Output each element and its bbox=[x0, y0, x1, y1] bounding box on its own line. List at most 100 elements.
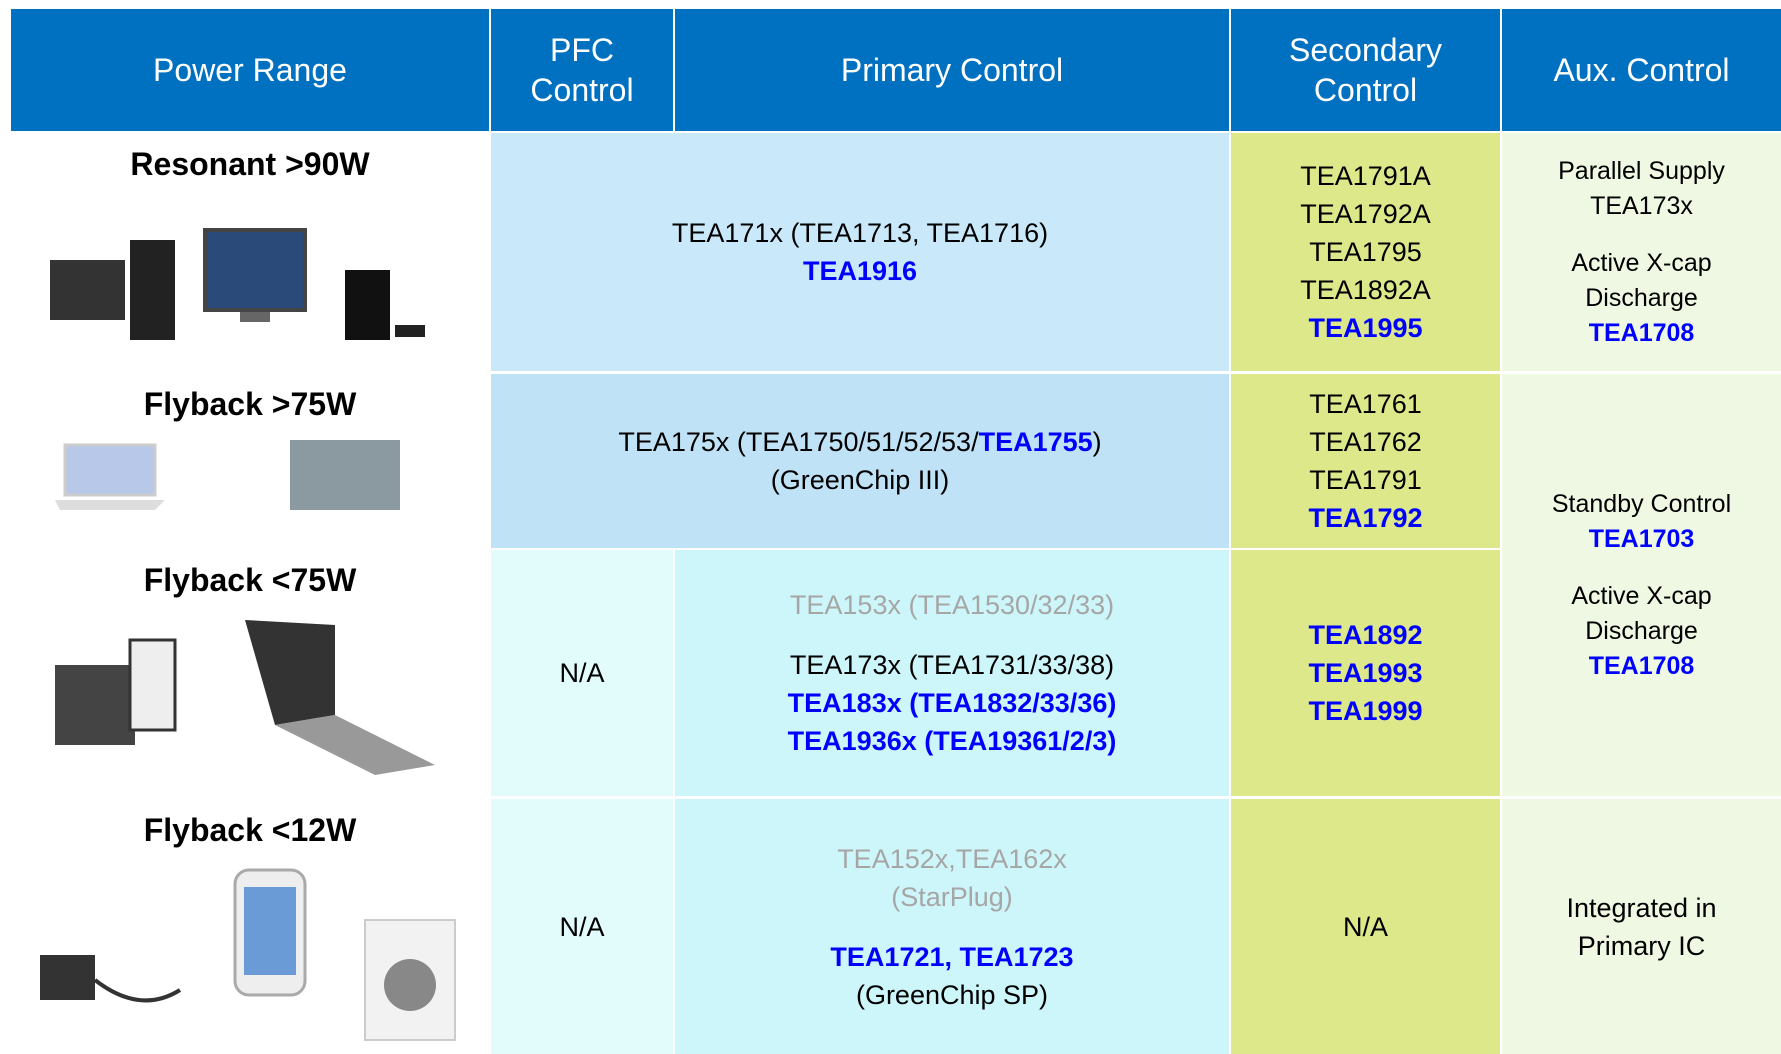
text: ) bbox=[1092, 427, 1102, 457]
text-group: TEA152x,TEA162x (StarPlug) bbox=[837, 840, 1067, 916]
text-line: TEA173x (TEA1731/33/38) bbox=[788, 646, 1117, 684]
text-group: TEA173x (TEA1731/33/38) TEA183x (TEA1832/… bbox=[788, 646, 1117, 760]
text-line: TEA1936x (TEA19361/2/3) bbox=[788, 722, 1117, 760]
text-line: TEA1791A bbox=[1300, 157, 1431, 195]
text: TEA1703 bbox=[1588, 524, 1695, 553]
text: N/A bbox=[559, 911, 605, 942]
text-line: N/A bbox=[559, 654, 604, 692]
text: Active X-cap bbox=[1571, 581, 1712, 610]
text: TEA1916 bbox=[802, 256, 918, 286]
row-label: Resonant >90W bbox=[130, 146, 370, 182]
text-group: Parallel Supply TEA173x bbox=[1558, 154, 1725, 224]
text: N/A bbox=[1342, 911, 1388, 942]
primary-cell: TEA153x (TEA1530/32/33) TEA173x (TEA1731/… bbox=[675, 550, 1229, 796]
pfc-cell: N/A bbox=[491, 799, 673, 1054]
pfc-cell: N/A bbox=[491, 550, 673, 796]
text-line: TEA1999 bbox=[1308, 692, 1422, 730]
text-group: TEA171x (TEA1713, TEA1716) TEA1916 bbox=[672, 214, 1048, 290]
text-group: TEA1721, TEA1723 (GreenChip SP) bbox=[830, 938, 1073, 1014]
text: Discharge bbox=[1585, 283, 1698, 312]
text: TEA173x (TEA1731/33/38) bbox=[789, 650, 1115, 680]
text: Standby Control bbox=[1551, 489, 1732, 518]
text: N/A bbox=[559, 658, 605, 688]
text: TEA1791 bbox=[1309, 465, 1422, 495]
text-line: TEA171x (TEA1713, TEA1716) bbox=[672, 214, 1048, 252]
aux-cell: Integrated in Primary IC bbox=[1502, 799, 1781, 1054]
text: (GreenChip SP) bbox=[855, 979, 1049, 1010]
text-line: Discharge bbox=[1571, 281, 1711, 316]
text: TEA1791A bbox=[1300, 161, 1431, 191]
text-line: TEA1795 bbox=[1300, 233, 1431, 271]
text-line: TEA1916 bbox=[672, 252, 1048, 290]
text: TEA175x (TEA1750/51/52/53/ bbox=[618, 427, 979, 457]
text-group: Active X-cap Discharge TEA1708 bbox=[1571, 246, 1711, 351]
secondary-cell: N/A bbox=[1231, 799, 1500, 1054]
text-line: TEA1708 bbox=[1571, 649, 1711, 684]
text-line: Discharge bbox=[1571, 614, 1711, 649]
text-line: Standby Control bbox=[1552, 487, 1731, 522]
text: TEA1993 bbox=[1308, 658, 1423, 688]
device-images bbox=[55, 440, 400, 510]
text-line: Primary IC bbox=[1566, 927, 1716, 965]
device-images bbox=[50, 228, 425, 340]
text-group: TEA1791A TEA1792A TEA1795 TEA1892A TEA1995 bbox=[1300, 157, 1431, 347]
text: TEA1755 bbox=[978, 427, 1093, 457]
aux-cell: Parallel Supply TEA173x Active X-cap Discha… bbox=[1502, 133, 1781, 371]
text: (StarPlug) bbox=[891, 881, 1013, 912]
text: TEA1792 bbox=[1308, 503, 1423, 533]
text-line: TEA1721, TEA1723 bbox=[830, 938, 1073, 976]
secondary-cell: TEA1791A TEA1792A TEA1795 TEA1892A TEA1995 bbox=[1231, 133, 1500, 371]
device-images bbox=[40, 868, 456, 1041]
row-label: Flyback <12W bbox=[143, 812, 357, 848]
text-group: Integrated in Primary IC bbox=[1566, 889, 1716, 965]
header-cell: Secondary Control bbox=[1231, 9, 1500, 131]
text: TEA1708 bbox=[1588, 318, 1695, 347]
text-group: N/A bbox=[559, 908, 604, 946]
text-line: (GreenChip III) bbox=[618, 461, 1101, 499]
text-line: TEA153x (TEA1530/32/33) bbox=[790, 586, 1114, 624]
text: TEA1892A bbox=[1300, 275, 1431, 305]
header-cell: PFC Control bbox=[491, 9, 673, 131]
text: TEA1761 bbox=[1309, 389, 1422, 419]
text: TEA1892 bbox=[1308, 620, 1423, 650]
text-line: (StarPlug) bbox=[837, 878, 1067, 916]
text: TEA1936x (TEA19361/2/3) bbox=[787, 726, 1117, 756]
text: TEA1708 bbox=[1588, 651, 1695, 680]
text: TEA153x (TEA1530/32/33) bbox=[789, 590, 1115, 620]
text-line: N/A bbox=[1343, 908, 1388, 946]
text-line: TEA183x (TEA1832/33/36) bbox=[788, 684, 1117, 722]
text-line: TEA1993 bbox=[1308, 654, 1422, 692]
text-group: N/A bbox=[559, 654, 604, 692]
text-line: TEA152x,TEA162x bbox=[837, 840, 1067, 878]
primary-cell: TEA175x (TEA1750/51/52/53/TEA1755) (Green… bbox=[491, 374, 1229, 548]
text: TEA1999 bbox=[1308, 696, 1423, 726]
text-line: Active X-cap bbox=[1571, 579, 1711, 614]
text: TEA1795 bbox=[1309, 237, 1422, 267]
row-label: Flyback <75W bbox=[143, 562, 357, 598]
aux-cell: Standby Control TEA1703 Active X-cap Discha… bbox=[1502, 374, 1781, 796]
text: Discharge bbox=[1585, 616, 1698, 645]
text: Integrated in bbox=[1566, 892, 1717, 923]
text: Active X-cap bbox=[1571, 248, 1712, 277]
text: Parallel Supply bbox=[1558, 156, 1725, 185]
text-line: TEA173x bbox=[1558, 189, 1725, 224]
text-group: N/A bbox=[1343, 908, 1388, 946]
text-group: TEA1892 TEA1993 TEA1999 bbox=[1308, 616, 1422, 730]
text-line: TEA1995 bbox=[1300, 309, 1431, 347]
header-cell: Aux. Control bbox=[1502, 9, 1781, 131]
text-group: TEA175x (TEA1750/51/52/53/TEA1755) (Green… bbox=[618, 423, 1101, 499]
text: Primary IC bbox=[1577, 930, 1706, 961]
text-group: TEA1761 TEA1762 TEA1791 TEA1792 bbox=[1308, 385, 1422, 537]
text: (GreenChip III) bbox=[770, 465, 950, 495]
text-line: Integrated in bbox=[1566, 889, 1716, 927]
text-line: Parallel Supply bbox=[1558, 154, 1725, 189]
text: TEA152x,TEA162x bbox=[837, 843, 1067, 874]
row-label: Flyback >75W bbox=[143, 386, 357, 422]
primary-cell: TEA152x,TEA162x (StarPlug) TEA1721, TEA172… bbox=[675, 799, 1229, 1054]
text-line: TEA1761 bbox=[1308, 385, 1422, 423]
device-images bbox=[55, 620, 435, 775]
text: TEA1721, TEA1723 bbox=[830, 941, 1074, 972]
text-group: TEA153x (TEA1530/32/33) bbox=[790, 586, 1114, 624]
text-line: Active X-cap bbox=[1571, 246, 1711, 281]
